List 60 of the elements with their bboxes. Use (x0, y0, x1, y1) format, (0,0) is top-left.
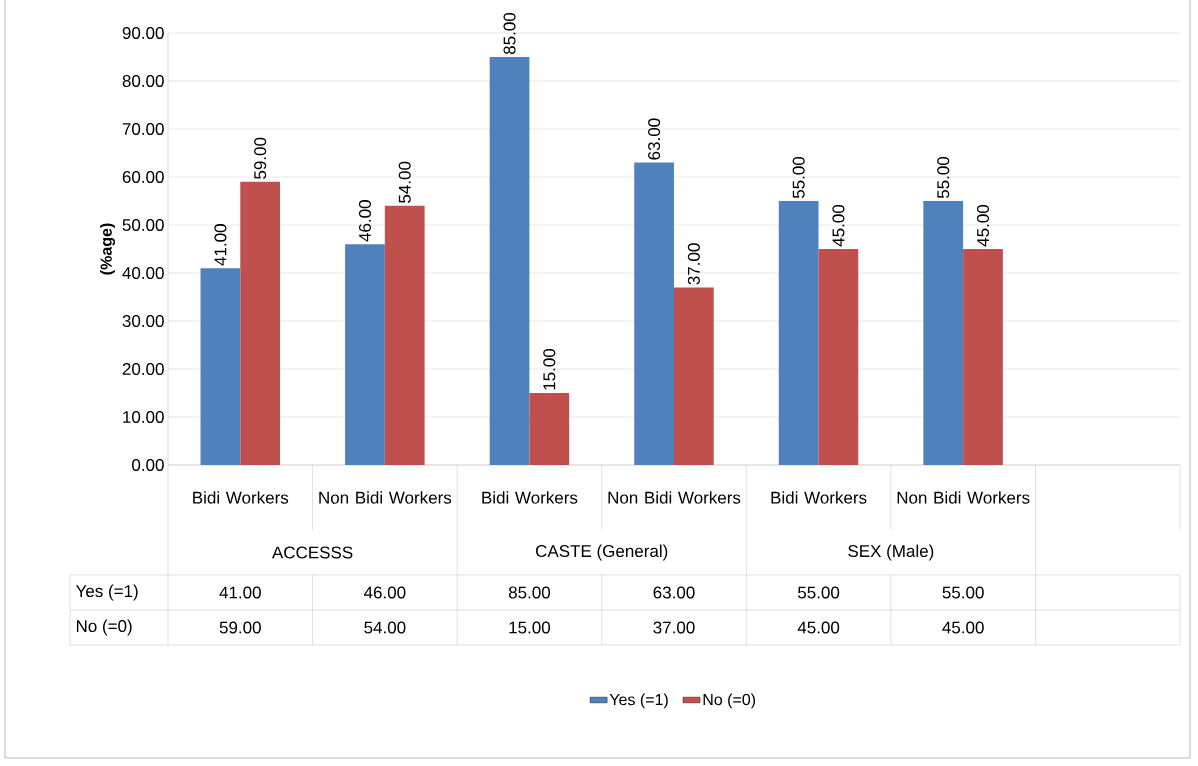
x-tick-label: Bidi Workers (771, 491, 867, 504)
text: 85.00 (503, 12, 516, 55)
data-label: 63.00 (653, 586, 695, 599)
text: 41.00 (214, 224, 227, 266)
data-label: 15.00 (509, 621, 551, 634)
text: ACCESSS (271, 546, 353, 559)
legend-label: No (=0) (703, 693, 756, 709)
text: No (=0) (76, 619, 132, 636)
text: 45.00 (832, 204, 845, 247)
bar (963, 249, 1003, 465)
bar (384, 205, 425, 465)
y-tick-label: 50.00 (122, 218, 164, 232)
data-label: 55.00 (942, 586, 984, 599)
text: 59.00 (254, 137, 267, 179)
text: 37.00 (687, 243, 700, 285)
x-tick-label: Non Bidi Workers (319, 491, 452, 504)
y-tick-label: 30.00 (122, 314, 164, 328)
y-axis-title: (%age) (100, 223, 116, 275)
y-tick-label: 20.00 (122, 362, 164, 376)
bar (778, 201, 819, 465)
text: SEX (Male) (848, 544, 934, 561)
x-tick-label: Non Bidi Workers (608, 491, 741, 504)
data-label: 46.00 (363, 586, 406, 599)
text: 63.00 (648, 118, 661, 160)
data-label: 41.00 (219, 586, 261, 599)
text: 15.00 (543, 348, 556, 390)
bar (529, 393, 570, 465)
text: 55.00 (792, 156, 805, 199)
y-tick-label: 40.00 (122, 266, 164, 280)
bar (345, 244, 385, 465)
data-label: 45.00 (797, 621, 840, 634)
bar (818, 249, 859, 465)
y-tick-label: 10.00 (123, 410, 164, 424)
x-tick-label: Bidi Workers (482, 491, 578, 504)
text: 55.00 (937, 156, 950, 199)
data-label: 45.00 (942, 621, 984, 634)
x-tick-label: Non Bidi Workers (897, 491, 1030, 504)
text: 54.00 (398, 161, 411, 203)
data-label: 37.00 (653, 621, 695, 634)
bar (200, 268, 241, 465)
bar (634, 162, 674, 465)
data-label: 85.00 (508, 586, 551, 599)
data-label: 55.00 (797, 586, 840, 599)
text: 46.00 (358, 200, 371, 242)
y-tick-label: 0.00 (132, 458, 164, 472)
bar (923, 201, 964, 465)
y-tick-label: 80.00 (122, 74, 164, 88)
data-label: 59.00 (219, 621, 261, 634)
x-tick-label: Bidi Workers (193, 491, 289, 504)
data-label: 54.00 (364, 621, 406, 634)
bar (240, 181, 281, 465)
text: 45.00 (976, 204, 990, 247)
text: Yes (=1) (75, 584, 138, 601)
y-tick-label: 70.00 (122, 122, 164, 136)
text: CASTE (General) (535, 544, 668, 561)
y-tick-label: 60.00 (122, 170, 164, 184)
legend-label: Yes (=1) (609, 693, 668, 709)
bar (673, 287, 714, 465)
bar (489, 57, 530, 465)
y-tick-label: 90.00 (122, 26, 164, 40)
